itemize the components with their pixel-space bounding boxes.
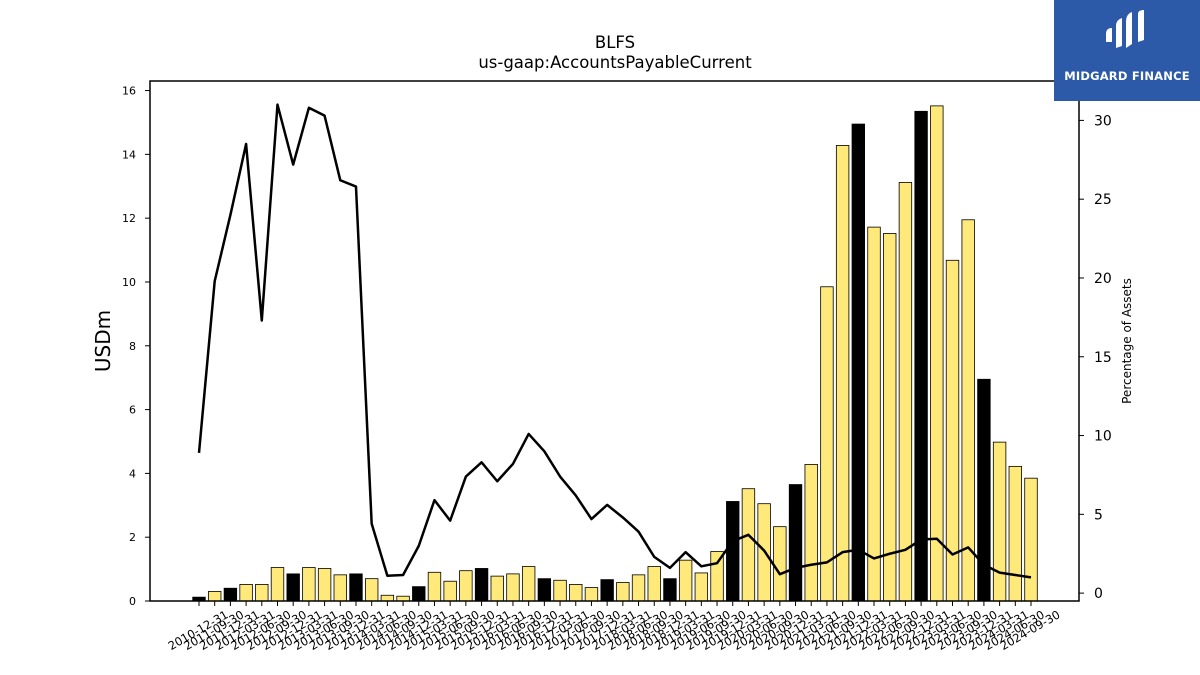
bar (474, 568, 489, 602)
y-tick-label: 16 (122, 85, 136, 98)
y-axis-label: USDm (91, 310, 115, 372)
bar (349, 573, 363, 602)
bar (663, 578, 677, 602)
bar (647, 566, 661, 602)
bar (694, 572, 709, 602)
y-tick-label: 6 (129, 404, 136, 417)
series-line (197, 103, 1032, 579)
y-tick-label: 14 (122, 148, 136, 161)
chart-title: BLFS (595, 33, 635, 52)
bar (741, 488, 756, 602)
y2-tick-label: 30 (1094, 113, 1112, 129)
bar (239, 584, 253, 602)
bar (459, 570, 473, 602)
logo-text: MIDGARD FINANCE (1064, 69, 1190, 83)
bar (317, 568, 332, 602)
y-tick-label: 10 (122, 276, 136, 289)
bar (427, 571, 442, 602)
bar (835, 145, 850, 602)
bar (270, 567, 285, 602)
y2-tick-label: 15 (1094, 350, 1112, 366)
bar (412, 586, 426, 602)
y-tick-label: 2 (129, 531, 136, 544)
bar (208, 591, 222, 602)
bar (851, 123, 865, 602)
y-tick-label: 4 (129, 467, 136, 480)
y2-tick-label: 5 (1094, 507, 1103, 523)
y2-tick-label: 20 (1094, 271, 1112, 287)
bar (333, 574, 347, 602)
bar (788, 484, 803, 602)
bar (883, 233, 897, 602)
logo-mark-icon (1106, 10, 1144, 48)
bar (553, 579, 567, 602)
line-group (197, 103, 1032, 579)
bar (490, 575, 504, 602)
bar (867, 226, 881, 602)
y-axis-right: 0 5 10 15 20 25 30 (1079, 113, 1112, 602)
midgard-finance-logo: MIDGARD FINANCE (1054, 0, 1200, 101)
bar (1024, 477, 1038, 602)
bar (584, 587, 599, 602)
bar (600, 579, 614, 602)
bar (678, 559, 693, 602)
bar (616, 582, 630, 602)
bar (380, 594, 395, 602)
y2-tick-label: 25 (1094, 192, 1112, 208)
bar (992, 441, 1007, 602)
bar (804, 464, 818, 602)
chart-subtitle: us-gaap:AccountsPayableCurrent (478, 53, 752, 72)
y2-tick-label: 0 (1094, 586, 1103, 602)
plot-frame (149, 80, 1080, 602)
bar (521, 566, 536, 602)
bar (506, 573, 520, 602)
bar (443, 580, 457, 602)
x-axis: 2010-12-312011-09-302011-12-312012-03-31… (166, 601, 1063, 653)
bar (569, 584, 583, 602)
bar (726, 501, 740, 602)
bar (898, 182, 913, 602)
bar (820, 286, 834, 602)
y-axis-left: 0 2 4 6 8 10 12 14 16 (122, 85, 150, 608)
bars-group (192, 105, 1038, 602)
bar (286, 573, 300, 602)
bar (914, 110, 928, 602)
bar (631, 574, 646, 602)
y2-tick-label: 10 (1094, 429, 1112, 445)
y-tick-label: 0 (129, 595, 136, 608)
bar (302, 567, 316, 602)
bar (930, 105, 944, 602)
y-tick-label: 12 (122, 212, 136, 225)
bar (255, 584, 269, 602)
bar (223, 587, 238, 602)
bar (961, 219, 975, 602)
bar (537, 578, 552, 602)
y-tick-label: 8 (129, 340, 136, 353)
bar (773, 526, 787, 602)
bar (364, 578, 379, 602)
y2-axis-label: Percentage of Assets (1120, 278, 1134, 404)
bar (1008, 465, 1022, 602)
